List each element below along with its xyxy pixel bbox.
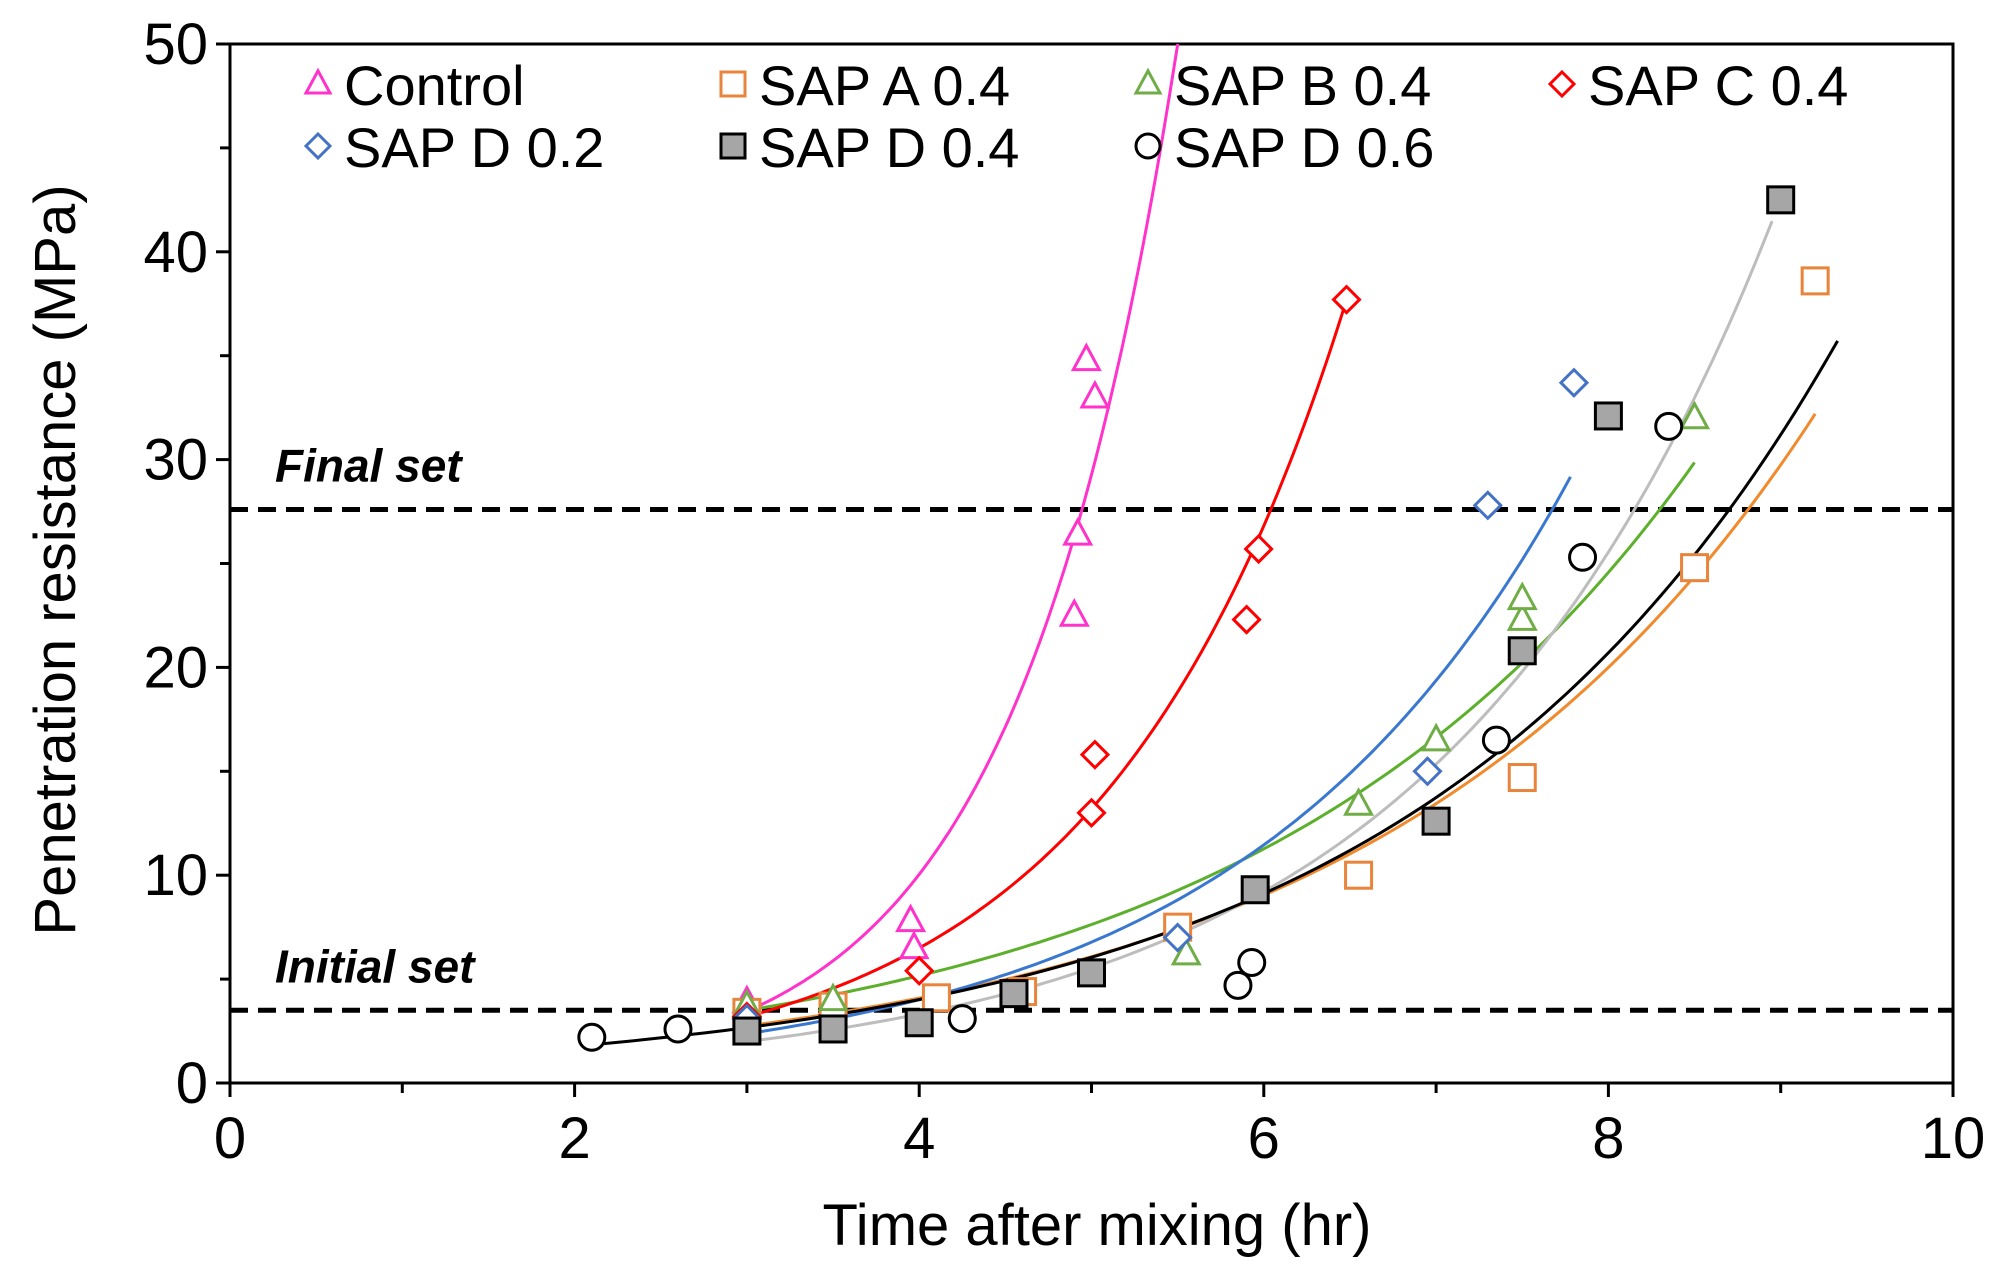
- data-point-sap-d-0-6: [1654, 411, 1684, 441]
- legend-label-sap-d-0-4: SAP D 0.4: [759, 116, 1019, 179]
- data-point-sap-b-0-4: [1420, 722, 1452, 752]
- legend-entry-sap-d-0-6: SAP D 0.6: [1134, 116, 1434, 179]
- data-point-sap-c-0-4: [1243, 533, 1274, 565]
- data-point-sap-c-0-4: [1076, 797, 1107, 828]
- legend-label-sap-a-0-4: SAP A 0.4: [759, 54, 1010, 117]
- data-point-sap-d-0-6: [1237, 947, 1267, 977]
- legend-label-sap-b-0-4: SAP B 0.4: [1174, 54, 1431, 117]
- legend-marker-sap-d-0-6: [1134, 132, 1162, 160]
- legend-entry-sap-c-0-4: SAP C 0.4: [1547, 54, 1848, 117]
- legend-entry-sap-b-0-4: SAP B 0.4: [1133, 54, 1431, 117]
- legend-marker-sap-d-0-2: [303, 131, 333, 161]
- fit-curve-sap-d-0-4: [746, 220, 1774, 1043]
- legend-entry-sap-d-0-2: SAP D 0.2: [303, 116, 604, 179]
- data-point-sap-b-0-4: [1506, 602, 1538, 631]
- legend-entry-sap-a-0-4: SAP A 0.4: [719, 54, 1010, 117]
- data-point-control: [1079, 379, 1111, 409]
- data-point-sap-d-0-4: [1766, 185, 1796, 215]
- data-point-sap-d-0-4: [1421, 806, 1451, 836]
- data-point-sap-a-0-4: [1344, 860, 1374, 890]
- data-point-sap-a-0-4: [1680, 553, 1710, 583]
- legend-marker-sap-d-0-4: [719, 132, 747, 160]
- data-point-sap-d-0-4: [1240, 875, 1270, 905]
- data-point-sap-d-0-4: [1507, 636, 1537, 666]
- data-point-sap-c-0-4: [904, 955, 935, 986]
- data-point-sap-c-0-4: [1231, 604, 1262, 635]
- x-axis-title: Time after mixing (hr): [823, 1193, 1372, 1258]
- initial-set-label: Initial set: [275, 940, 476, 992]
- legend-label-sap-d-0-6: SAP D 0.6: [1174, 116, 1434, 179]
- data-point-sap-a-0-4: [1800, 266, 1830, 296]
- fit-curve-sap-c-0-4: [746, 299, 1348, 1019]
- legend-entry-sap-d-0-4: SAP D 0.4: [719, 116, 1019, 179]
- data-point-sap-b-0-4: [1679, 400, 1711, 430]
- data-point-control: [1062, 516, 1094, 546]
- fit-curve-sap-d-0-6: [588, 340, 1839, 1047]
- data-point-sap-b-0-4: [1343, 787, 1375, 816]
- data-point-sap-b-0-4: [1170, 936, 1202, 966]
- data-point-sap-d-0-6: [1568, 542, 1598, 572]
- fit-curve-sap-a-0-4: [746, 412, 1817, 1028]
- legend-marker-control: [303, 67, 333, 95]
- y-tick-label: 30: [143, 428, 208, 493]
- x-tick-label: 8: [1592, 1106, 1624, 1171]
- data-point-sap-c-0-4: [1331, 284, 1362, 315]
- final-set-label: Final set: [275, 439, 463, 491]
- data-point-sap-a-0-4: [921, 983, 951, 1013]
- data-point-sap-d-0-6: [663, 1014, 693, 1044]
- data-point-sap-d-0-2: [1412, 756, 1443, 787]
- y-tick-label: 20: [143, 635, 208, 700]
- fit-curve-control: [746, 44, 1180, 1013]
- data-point-sap-d-0-2: [1162, 922, 1193, 953]
- data-point-sap-d-0-2: [1472, 490, 1503, 521]
- y-axis-title: Penetration resistance (MPa): [23, 184, 88, 935]
- data-point-sap-d-0-4: [904, 1008, 934, 1038]
- fit-curve-sap-b-0-4: [746, 461, 1696, 1012]
- data-point-control: [898, 930, 930, 960]
- data-point-sap-d-0-6: [1481, 725, 1511, 755]
- legend-label-sap-d-0-2: SAP D 0.2: [344, 116, 604, 179]
- x-tick-label: 2: [558, 1106, 590, 1171]
- data-point-sap-d-0-2: [1558, 367, 1590, 398]
- legend-marker-sap-c-0-4: [1547, 69, 1577, 99]
- data-point-sap-a-0-4: [1507, 763, 1537, 793]
- data-point-sap-d-0-4: [732, 1016, 762, 1046]
- data-point-sap-d-0-6: [1223, 970, 1253, 1000]
- data-point-sap-d-0-4: [1593, 401, 1623, 431]
- x-tick-label: 0: [214, 1106, 246, 1171]
- legend-label-sap-c-0-4: SAP C 0.4: [1588, 54, 1848, 117]
- x-tick-label: 6: [1248, 1106, 1280, 1171]
- data-point-sap-d-0-4: [818, 1014, 848, 1044]
- data-point-sap-d-0-6: [947, 1004, 977, 1034]
- data-point-control: [895, 903, 927, 933]
- legend-marker-sap-b-0-4: [1133, 67, 1163, 95]
- y-tick-label: 50: [143, 12, 208, 77]
- y-tick-label: 0: [176, 1051, 208, 1116]
- legend-marker-sap-a-0-4: [719, 70, 747, 98]
- data-point-sap-c-0-4: [1079, 739, 1111, 770]
- legend-entry-control: Control: [303, 54, 525, 117]
- legend-label-control: Control: [344, 54, 525, 117]
- data-point-sap-d-0-4: [1077, 958, 1106, 988]
- data-point-control: [1058, 597, 1090, 627]
- x-tick-label: 10: [1921, 1106, 1986, 1171]
- data-point-sap-d-0-4: [999, 979, 1029, 1009]
- y-tick-label: 10: [143, 843, 208, 908]
- data-point-control: [1070, 342, 1102, 372]
- data-point-sap-b-0-4: [1506, 581, 1538, 611]
- data-point-sap-b-0-4: [817, 982, 849, 1012]
- fit-curve-sap-d-0-2: [746, 476, 1572, 1036]
- x-tick-label: 4: [903, 1106, 935, 1171]
- data-point-sap-d-0-6: [577, 1022, 607, 1052]
- y-tick-label: 40: [143, 220, 208, 285]
